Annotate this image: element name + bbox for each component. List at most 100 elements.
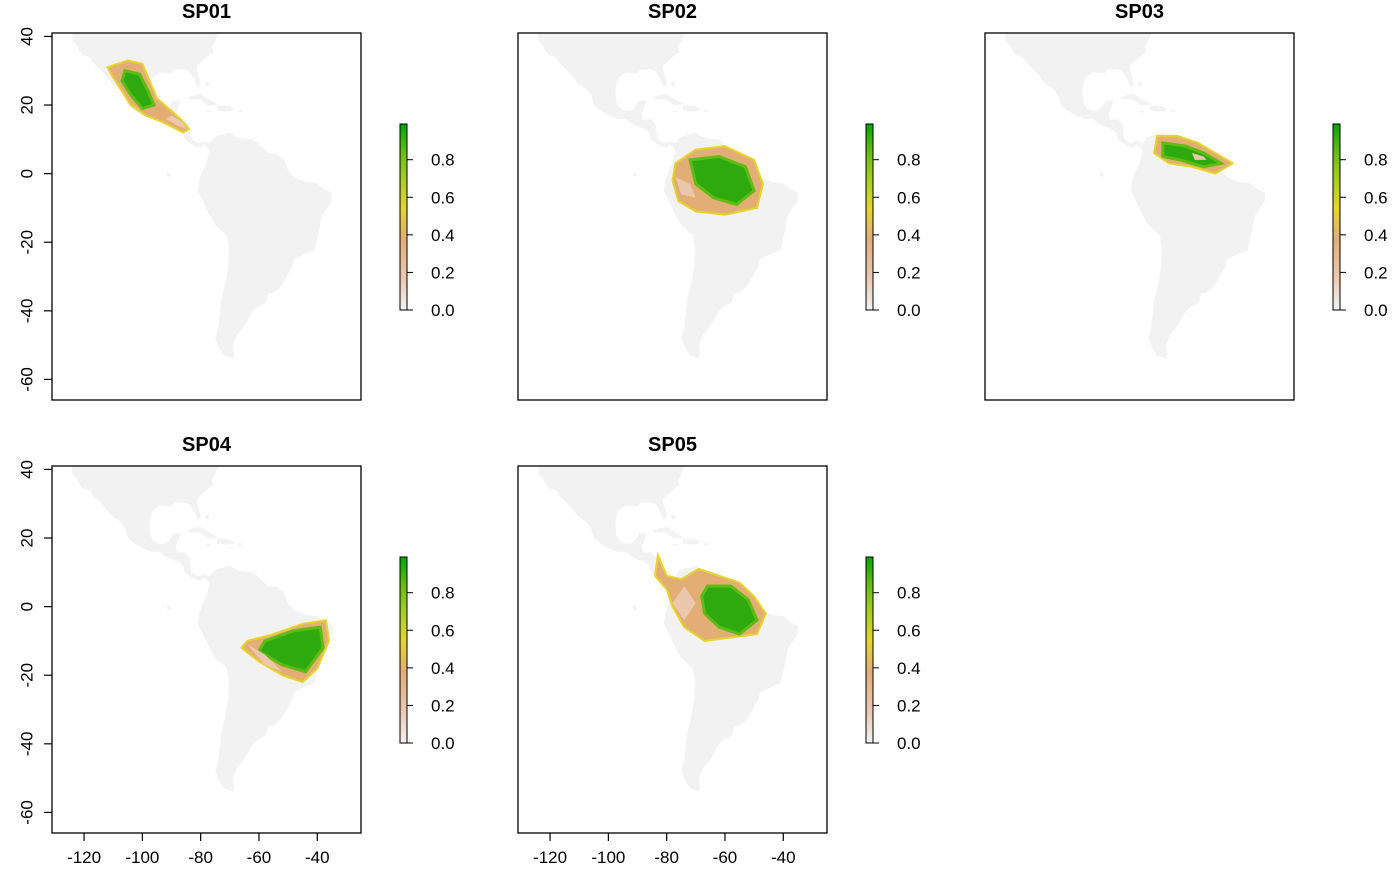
y-tick-label: -60 <box>18 367 37 392</box>
panel-title: SP02 <box>648 1 697 23</box>
y-tick-label: -20 <box>18 663 37 688</box>
suitability-low <box>247 644 283 672</box>
suitability-core <box>1161 141 1226 169</box>
island <box>216 105 235 112</box>
x-tick-label: -60 <box>247 848 272 866</box>
legend-tick-label: 0.8 <box>431 584 455 603</box>
island <box>166 172 171 178</box>
panel-frame <box>51 32 362 401</box>
legend-tick-label: 0.6 <box>431 188 455 207</box>
y-tick-label: -40 <box>18 732 37 757</box>
legend-colorbar <box>865 123 874 311</box>
x-tick-label: -100 <box>125 848 159 866</box>
island <box>205 81 210 87</box>
x-tick-label: -100 <box>591 848 625 866</box>
island <box>1119 94 1151 106</box>
legend-colorbar <box>399 123 408 311</box>
island <box>703 110 709 113</box>
island <box>671 543 678 546</box>
panel-frame <box>984 32 1295 401</box>
island <box>237 110 243 113</box>
island <box>682 538 701 545</box>
legend-tick-label: 0.0 <box>1364 301 1388 320</box>
island <box>632 605 637 611</box>
map-area <box>537 33 798 359</box>
panel-title: SP04 <box>182 434 232 456</box>
legend-tick-label: 0.6 <box>1364 188 1388 207</box>
legend-tick-label: 0.6 <box>897 621 921 640</box>
suitability-core <box>700 584 759 636</box>
island <box>703 543 709 546</box>
legend-colorbar <box>865 556 874 744</box>
legend-tick-label: 0.4 <box>431 659 455 678</box>
y-tick-label: 20 <box>18 96 37 115</box>
island <box>682 105 701 112</box>
panel-sp03: SP03 0.0 0.2 0.4 0.6 0.8 <box>984 1 1388 401</box>
y-tick-label: -20 <box>18 230 37 255</box>
x-tick-label: -60 <box>713 848 738 866</box>
legend-tick-label: 0.2 <box>897 263 921 282</box>
island <box>166 605 171 611</box>
panel-sp02: SP02 0.0 0.2 0.4 0.6 0.8 <box>517 1 921 401</box>
legend-tick-label: 0.0 <box>431 734 455 753</box>
island <box>253 136 257 139</box>
x-tick-label: -120 <box>533 848 567 866</box>
map-area <box>537 466 798 792</box>
island <box>652 527 684 539</box>
legend-tick-label: 0.2 <box>1364 263 1388 282</box>
map-area <box>71 466 332 792</box>
legend-tick-label: 0.4 <box>431 226 455 245</box>
panel-frame <box>51 465 362 834</box>
legend-tick-label: 0.8 <box>431 151 455 170</box>
y-tick-label: 0 <box>18 169 37 178</box>
legend-tick-label: 0.0 <box>897 734 921 753</box>
legend-tick-label: 0.8 <box>1364 151 1388 170</box>
suitability-low <box>165 115 187 129</box>
x-tick-label: -40 <box>305 848 330 866</box>
legend-tick-label: 0.6 <box>431 621 455 640</box>
legend-tick-label: 0.8 <box>897 584 921 603</box>
legend: 0.0 0.2 0.4 0.6 0.8 <box>399 556 455 753</box>
suitability-core <box>120 68 157 111</box>
legend-tick-label: 0.4 <box>897 659 921 678</box>
suitability-low <box>1192 153 1207 160</box>
landmass <box>537 33 798 359</box>
legend-tick-label: 0.2 <box>897 696 921 715</box>
island <box>216 538 235 545</box>
island <box>237 543 243 546</box>
y-tick-label: 0 <box>18 602 37 611</box>
island <box>1138 81 1143 87</box>
panel-title: SP05 <box>648 434 697 456</box>
y-tick-label: 40 <box>18 27 37 46</box>
legend: 0.0 0.2 0.4 0.6 0.8 <box>399 123 455 320</box>
legend-tick-label: 0.4 <box>1364 226 1388 245</box>
island <box>253 569 257 572</box>
y-tick-label: -40 <box>18 299 37 324</box>
legend-tick-label: 0.4 <box>897 226 921 245</box>
suitability-low <box>675 177 696 198</box>
legend-tick-label: 0.0 <box>897 301 921 320</box>
legend-tick-label: 0.0 <box>431 301 455 320</box>
legend: 0.0 0.2 0.4 0.6 0.8 <box>1332 123 1388 320</box>
panel-frame <box>517 465 828 834</box>
legend-tick-label: 0.6 <box>897 188 921 207</box>
landmass <box>537 466 798 792</box>
legend: 0.0 0.2 0.4 0.6 0.8 <box>865 556 921 753</box>
island <box>719 136 723 139</box>
landmass <box>71 466 332 792</box>
island <box>632 172 637 178</box>
panel-sp01: SP01 40 20 0 -20 -40 -60 0.0 0.2 0.4 0.6 0.8 <box>18 1 455 401</box>
island <box>205 514 210 520</box>
legend: 0.0 0.2 0.4 0.6 0.8 <box>865 123 921 320</box>
x-tick-label: -80 <box>188 848 213 866</box>
island <box>205 543 212 546</box>
x-tick-label: -120 <box>67 848 101 866</box>
island <box>1099 172 1104 178</box>
island <box>186 94 218 106</box>
suitability-low <box>672 586 696 621</box>
island <box>671 514 676 520</box>
island <box>1138 110 1145 113</box>
y-tick-label: 20 <box>18 529 37 548</box>
